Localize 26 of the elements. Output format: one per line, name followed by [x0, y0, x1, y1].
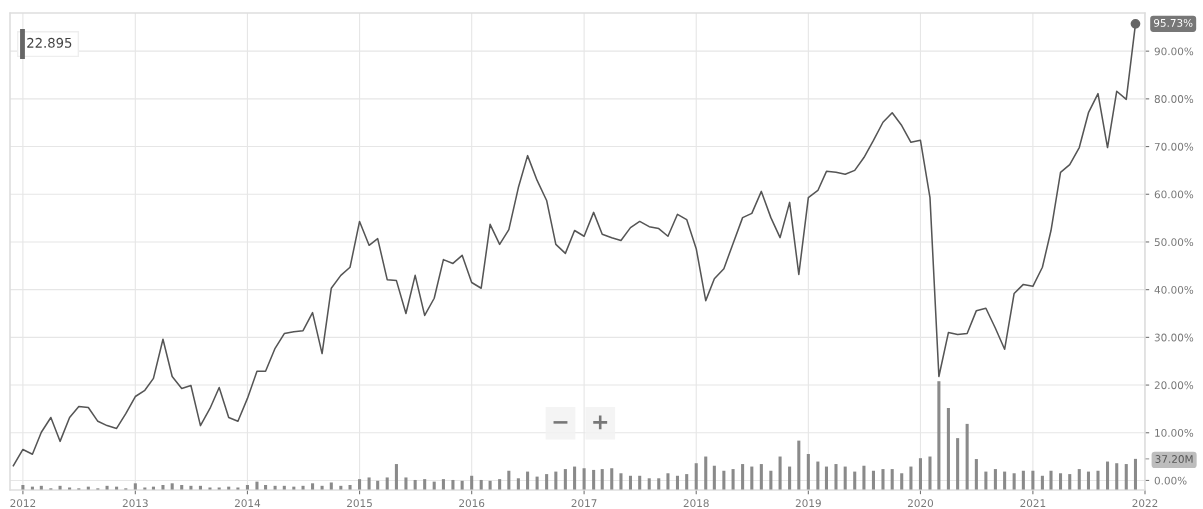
x-tick-label: 2021: [1020, 499, 1046, 508]
x-tick-label: 2014: [234, 499, 261, 508]
x-tick-label: 2020: [907, 499, 934, 508]
y-tick-label: 80.00%: [1154, 95, 1194, 103]
x-tick-label: 2013: [122, 499, 148, 508]
y-tick-label: 90.00%: [1154, 47, 1194, 56]
y-tick-label: 50.00%: [1154, 238, 1194, 247]
annotation: 22.895: [27, 37, 72, 48]
y-tick-label: 10.00%: [1155, 428, 1194, 437]
x-tick-label: 2015: [347, 499, 372, 508]
y-tick-label: 70.00%: [1154, 142, 1194, 151]
x-tick-label: 2022: [1132, 499, 1158, 508]
x-tick-label: 2012: [10, 499, 36, 508]
annotation: +: [593, 415, 608, 430]
x-tick-label: 2019: [795, 499, 821, 508]
y2-tick-label: 37.20M: [1155, 455, 1193, 463]
annotation: −: [553, 421, 568, 424]
annotation: 95.73%: [1153, 18, 1193, 27]
x-tick-label: 2017: [571, 499, 597, 508]
y-tick-label: 20.00%: [1154, 381, 1194, 390]
x-tick-label: 2016: [459, 499, 485, 508]
y-tick-label: 40.00%: [1154, 285, 1194, 294]
x-tick-label: 2018: [683, 499, 709, 508]
y-tick-label: 0.00%: [1154, 476, 1187, 485]
y-tick-label: 60.00%: [1154, 190, 1194, 199]
y-tick-label: 30.00%: [1154, 333, 1194, 342]
